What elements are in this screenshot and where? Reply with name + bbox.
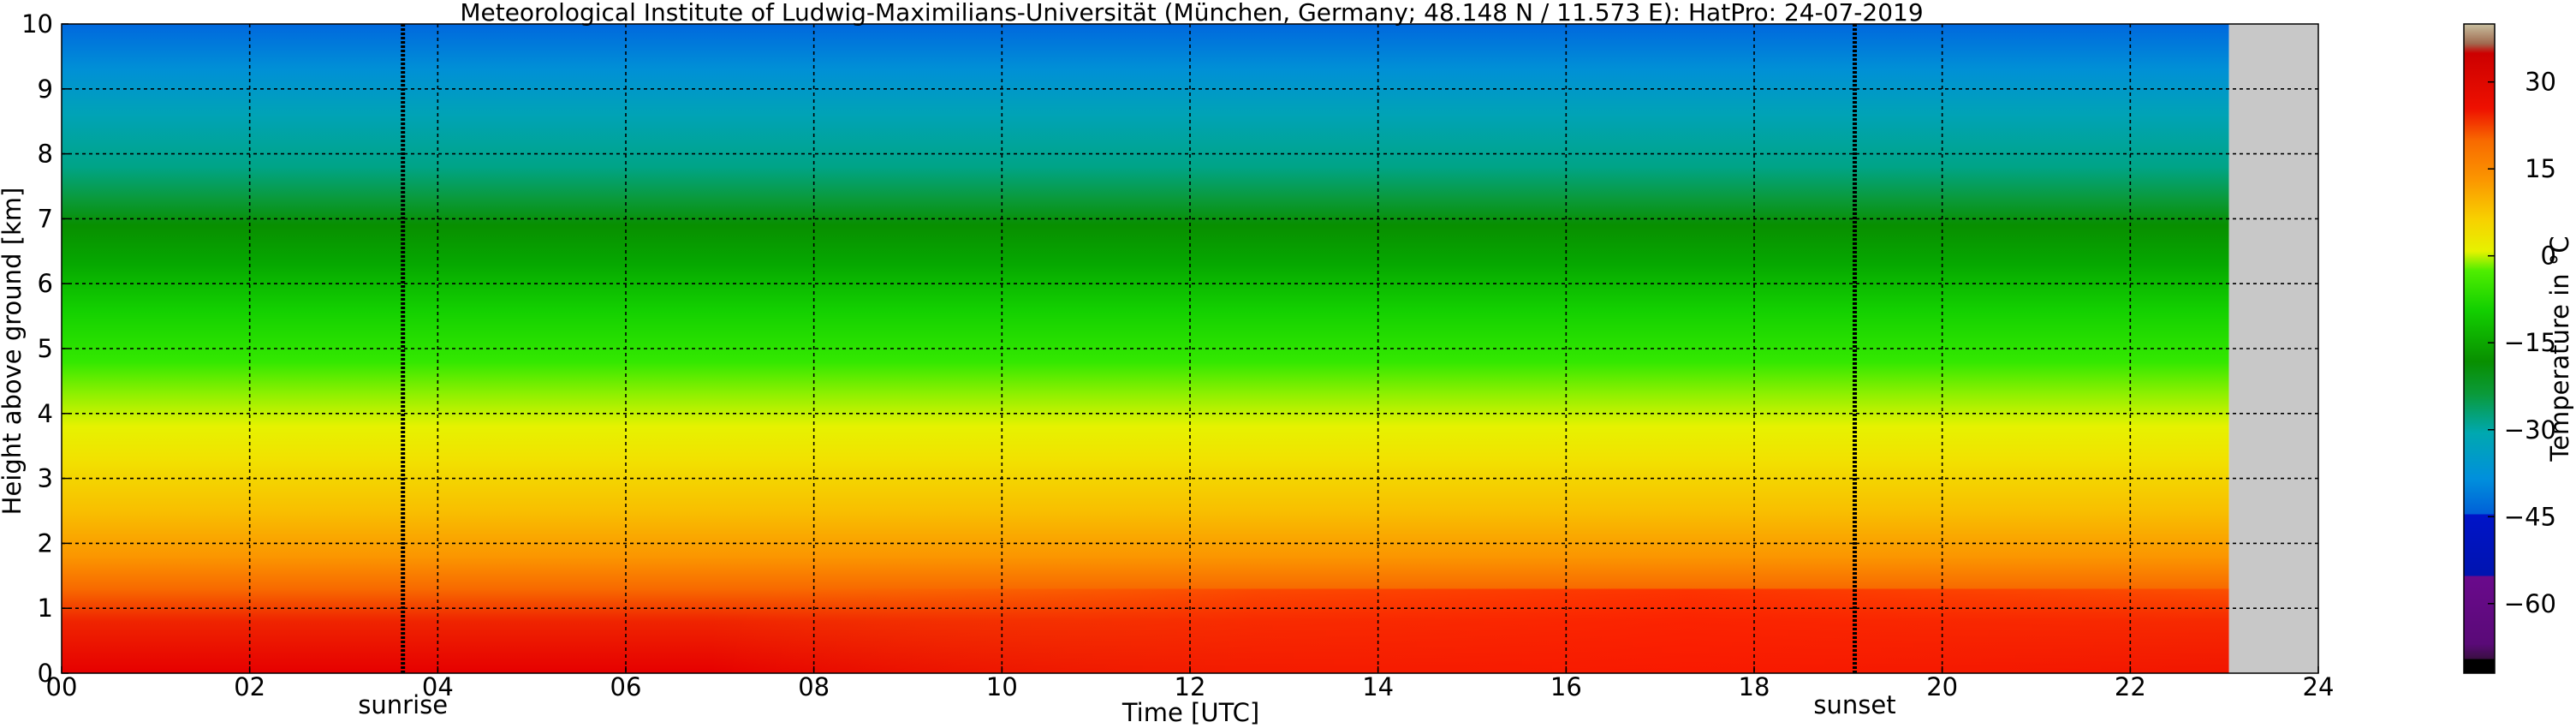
x-tick-label: 24 [2303,672,2335,701]
y-tick-label: 3 [38,464,53,493]
sun-event-labels: sunrise sunset [358,690,1895,719]
x-tick-label: 22 [2115,672,2146,701]
y-tick-label: 9 [38,75,53,104]
x-tick-label: 20 [1926,672,1958,701]
y-tick-label: 1 [38,594,53,623]
x-tick-label: 04 [422,672,454,701]
x-tick-label: 14 [1362,672,1394,701]
sunset-label: sunset [1813,690,1895,719]
daytime-warming-layer [62,588,2229,673]
y-tick-label: 10 [21,9,53,39]
y-tick-label: 2 [38,528,53,558]
colorbar-tick-label: 0 [2541,242,2556,271]
x-tick-label: 10 [986,672,1018,701]
y-tick-label: 4 [38,399,53,428]
colorbar-scale [2463,23,2496,674]
x-tick-label: 08 [798,672,830,701]
y-axis-ticks: 0 1 2 3 4 5 6 7 8 9 10 [21,9,68,688]
sun-event-markers [401,24,1858,673]
x-tick-label: 06 [610,672,642,701]
colorbar-tick-label: 30 [2525,68,2556,97]
y-tick-label: 0 [38,659,53,688]
y-axis-label: Height above ground [km] [0,188,27,516]
colorbar-tick-label: −15 [2504,328,2556,357]
colorbar-tick-label: −30 [2504,415,2556,445]
colorbar-tick-label: −60 [2504,589,2556,618]
plot-area: 00 02 04 06 08 10 12 14 16 18 20 22 24 012345678910 … [21,9,2334,719]
x-tick-label: 00 [46,672,78,701]
colorbar-tick-label: −45 [2504,502,2556,531]
y-tick-label: 6 [38,269,53,298]
x-axis-ticks: 00 02 04 06 08 10 12 14 16 18 20 22 24 [46,666,2335,701]
sunrise-label: sunrise [358,690,448,719]
x-tick-label: 02 [234,672,265,701]
x-tick-label: 12 [1175,672,1206,701]
colorbar: 30 15 0 −15 −30 −45 −60 Temperature in °C [2463,23,2574,674]
x-axis-label: Time [UTC] [1121,698,1259,727]
y-tick-label: 7 [38,204,53,233]
x-tick-label: 16 [1550,672,1582,701]
colorbar-ticks: 30 15 0 −15 −30 −45 −60 [2488,68,2556,618]
x-tick-label: 18 [1739,672,1770,701]
chart-title: Meteorological Institute of Ludwig-Maxim… [460,0,1923,27]
y-tick-label: 5 [38,334,53,363]
colorbar-tick-label: 15 [2525,154,2556,183]
y-tick-label: 8 [38,140,53,169]
gridlines [62,24,2318,673]
colorbar-label: Temperature in °C [2545,236,2574,462]
